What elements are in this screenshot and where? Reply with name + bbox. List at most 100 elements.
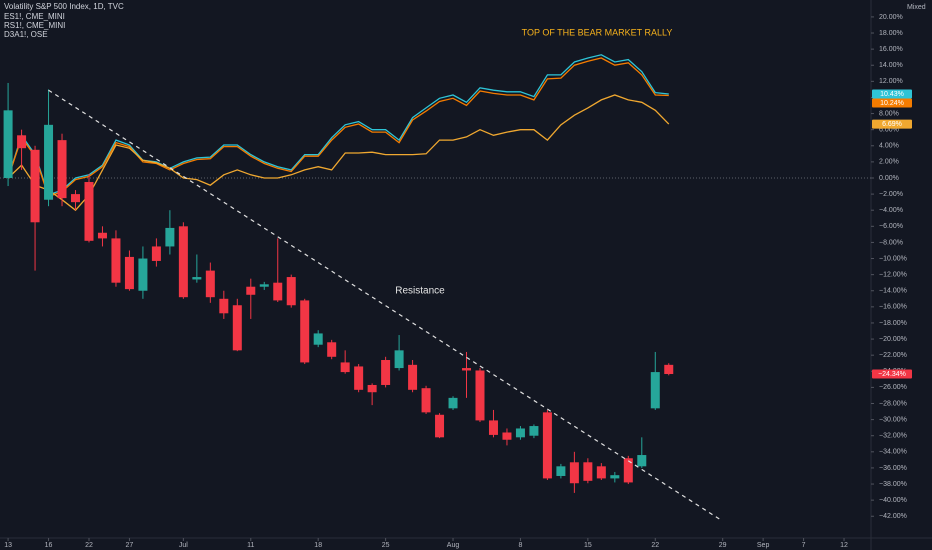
candle-body [421, 388, 431, 413]
candle [232, 298, 242, 352]
y-tick-label: −40.00% [879, 497, 907, 504]
y-tick-label: 0.00% [879, 175, 899, 182]
candle [650, 351, 660, 410]
y-tick-label: −10.00% [879, 255, 907, 262]
y-tick-label: −26.00% [879, 384, 907, 391]
candle-body [111, 238, 121, 283]
candle-body [3, 110, 13, 178]
candle-body [71, 194, 81, 203]
price-badge-label: 10.43% [880, 91, 904, 98]
candle [556, 463, 566, 479]
candle-body [273, 282, 283, 301]
candle-body [57, 140, 67, 199]
candle [124, 250, 134, 291]
candle-body [17, 135, 27, 149]
candle-body [610, 475, 620, 479]
x-tick-label: 15 [584, 542, 592, 549]
plot-area [0, 54, 871, 521]
line-series [7, 57, 669, 198]
x-tick-label: 22 [651, 542, 659, 549]
price-badge [872, 98, 912, 108]
candle-body [556, 466, 566, 476]
candle [165, 210, 175, 255]
y-tick-label: −42.00% [879, 513, 907, 520]
x-tick-label: 7 [802, 542, 806, 549]
candle [151, 238, 161, 267]
candle [569, 451, 579, 493]
candle-body [286, 277, 296, 306]
candle-body [300, 300, 310, 363]
candle-body [192, 277, 202, 280]
candle-body [462, 368, 472, 371]
candle [502, 428, 512, 446]
candle [300, 298, 310, 365]
candle-body [583, 462, 593, 481]
y-tick-label: −32.00% [879, 433, 907, 440]
y-tick-label: −18.00% [879, 320, 907, 327]
x-tick-label: 29 [719, 542, 727, 549]
x-tick-label: Sep [757, 542, 770, 549]
candle-body [97, 232, 107, 239]
y-tick-label: −28.00% [879, 400, 907, 407]
x-tick-label: 22 [85, 542, 93, 549]
price-badge-label: −24.34% [878, 371, 906, 378]
candle-body [569, 462, 579, 484]
candle-body [448, 397, 458, 409]
candle [286, 274, 296, 308]
candle [57, 133, 67, 207]
candle-body [488, 420, 498, 435]
candle [3, 82, 13, 187]
candle-body [30, 149, 40, 223]
y-tick-label: 16.00% [879, 46, 903, 53]
y-tick-label: −38.00% [879, 481, 907, 488]
candle [354, 364, 364, 393]
x-tick-label: 18 [314, 542, 322, 549]
candle-body [44, 124, 54, 200]
candle-body [232, 305, 242, 351]
candle [71, 190, 81, 211]
x-tick-label: 25 [382, 542, 390, 549]
y-tick-label: −2.00% [879, 191, 903, 198]
candle [488, 409, 498, 438]
candle-body [259, 284, 269, 287]
y-tick-label: −12.00% [879, 271, 907, 278]
candle-body [475, 370, 485, 421]
candle [97, 226, 107, 247]
candle-body [138, 258, 148, 291]
y-tick-label: 2.00% [879, 159, 899, 166]
y-tick-label: 12.00% [879, 78, 903, 85]
candle [138, 246, 148, 299]
scale-mode[interactable]: Mixed [907, 4, 926, 11]
candle-body [151, 246, 161, 261]
annotation: TOP OF THE BEAR MARKET RALLY [522, 27, 673, 37]
candle-body [381, 360, 391, 385]
candle-body [664, 364, 674, 375]
y-tick-label: 6.00% [879, 127, 899, 134]
candle [515, 426, 525, 440]
candle [462, 351, 472, 398]
y-tick-label: −30.00% [879, 416, 907, 423]
candle-body [219, 298, 229, 314]
y-tick-label: −4.00% [879, 207, 903, 214]
candle-body [124, 256, 134, 290]
candle [583, 458, 593, 484]
candle [610, 471, 620, 483]
price-badge [872, 89, 912, 99]
candle [192, 254, 202, 283]
legend-entry: ES1!, CME_MINI [4, 12, 65, 21]
candle [448, 396, 458, 410]
y-tick-label: 14.00% [879, 62, 903, 69]
y-tick-label: 18.00% [879, 30, 903, 37]
candle-body [84, 182, 94, 241]
y-tick-label: 4.00% [879, 143, 899, 150]
candle [313, 330, 323, 348]
candle [394, 335, 404, 371]
price-badge [872, 119, 912, 129]
candle [259, 281, 269, 290]
candle-body [596, 466, 606, 479]
price-badge-label: 6.69% [882, 121, 902, 128]
candle-body [623, 458, 633, 483]
price-badge-label: 10.24% [880, 100, 904, 107]
